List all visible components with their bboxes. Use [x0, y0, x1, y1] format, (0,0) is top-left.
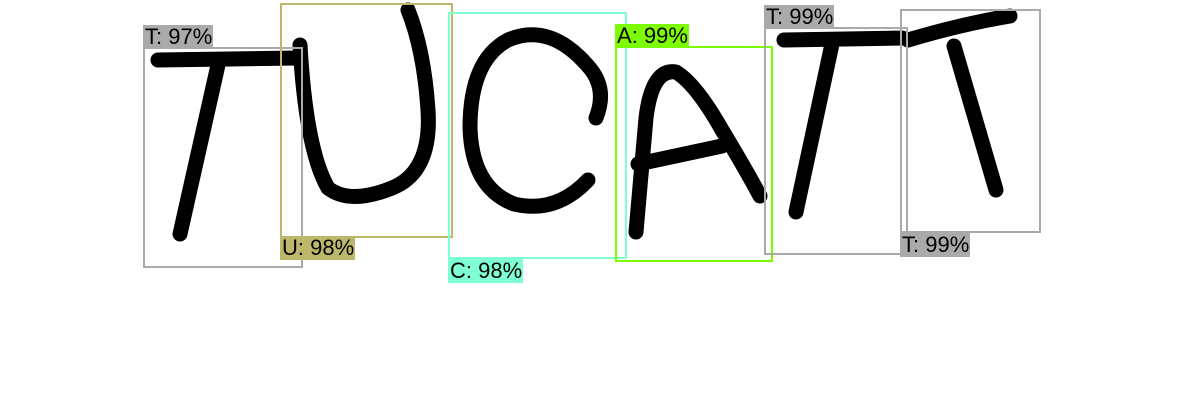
- detection-box-u: [280, 3, 453, 238]
- detection-tag-u: U: 98%: [280, 235, 356, 260]
- glyph-c: [462, 27, 608, 214]
- detection-confidence: 97%: [168, 24, 213, 49]
- detection-confidence: 99%: [789, 4, 834, 29]
- detection-tag-t-1: T: 97%: [143, 24, 214, 49]
- detection-letter: T: [145, 24, 156, 49]
- detection-tag-a: A: 99%: [615, 23, 689, 48]
- glyph-u: [292, 2, 436, 204]
- detection-confidence: 99%: [925, 232, 970, 257]
- detection-letter: C: [450, 258, 466, 283]
- detection-box-t-3: [900, 9, 1041, 233]
- glyph-a: [628, 64, 768, 240]
- detection-box-a: [615, 46, 773, 262]
- detection-box-c: [448, 12, 627, 259]
- detection-tag-t-2: T: 99%: [764, 4, 835, 29]
- detection-confidence: 98%: [310, 235, 355, 260]
- detection-tag-c: C: 98%: [448, 258, 524, 283]
- detection-confidence: 98%: [478, 258, 523, 283]
- detection-letter: T: [766, 4, 777, 29]
- detection-box-t-1: [143, 47, 303, 268]
- detection-letter: U: [282, 235, 298, 260]
- detection-confidence: 99%: [643, 23, 688, 48]
- detection-box-t-2: [764, 27, 908, 255]
- glyph-t-3: [900, 8, 1018, 198]
- glyph-t-2: [776, 30, 910, 220]
- detection-letter: A: [617, 23, 632, 48]
- detection-tag-t-3: T: 99%: [900, 232, 971, 257]
- detection-letter: T: [902, 232, 913, 257]
- glyph-t-1: [150, 50, 306, 242]
